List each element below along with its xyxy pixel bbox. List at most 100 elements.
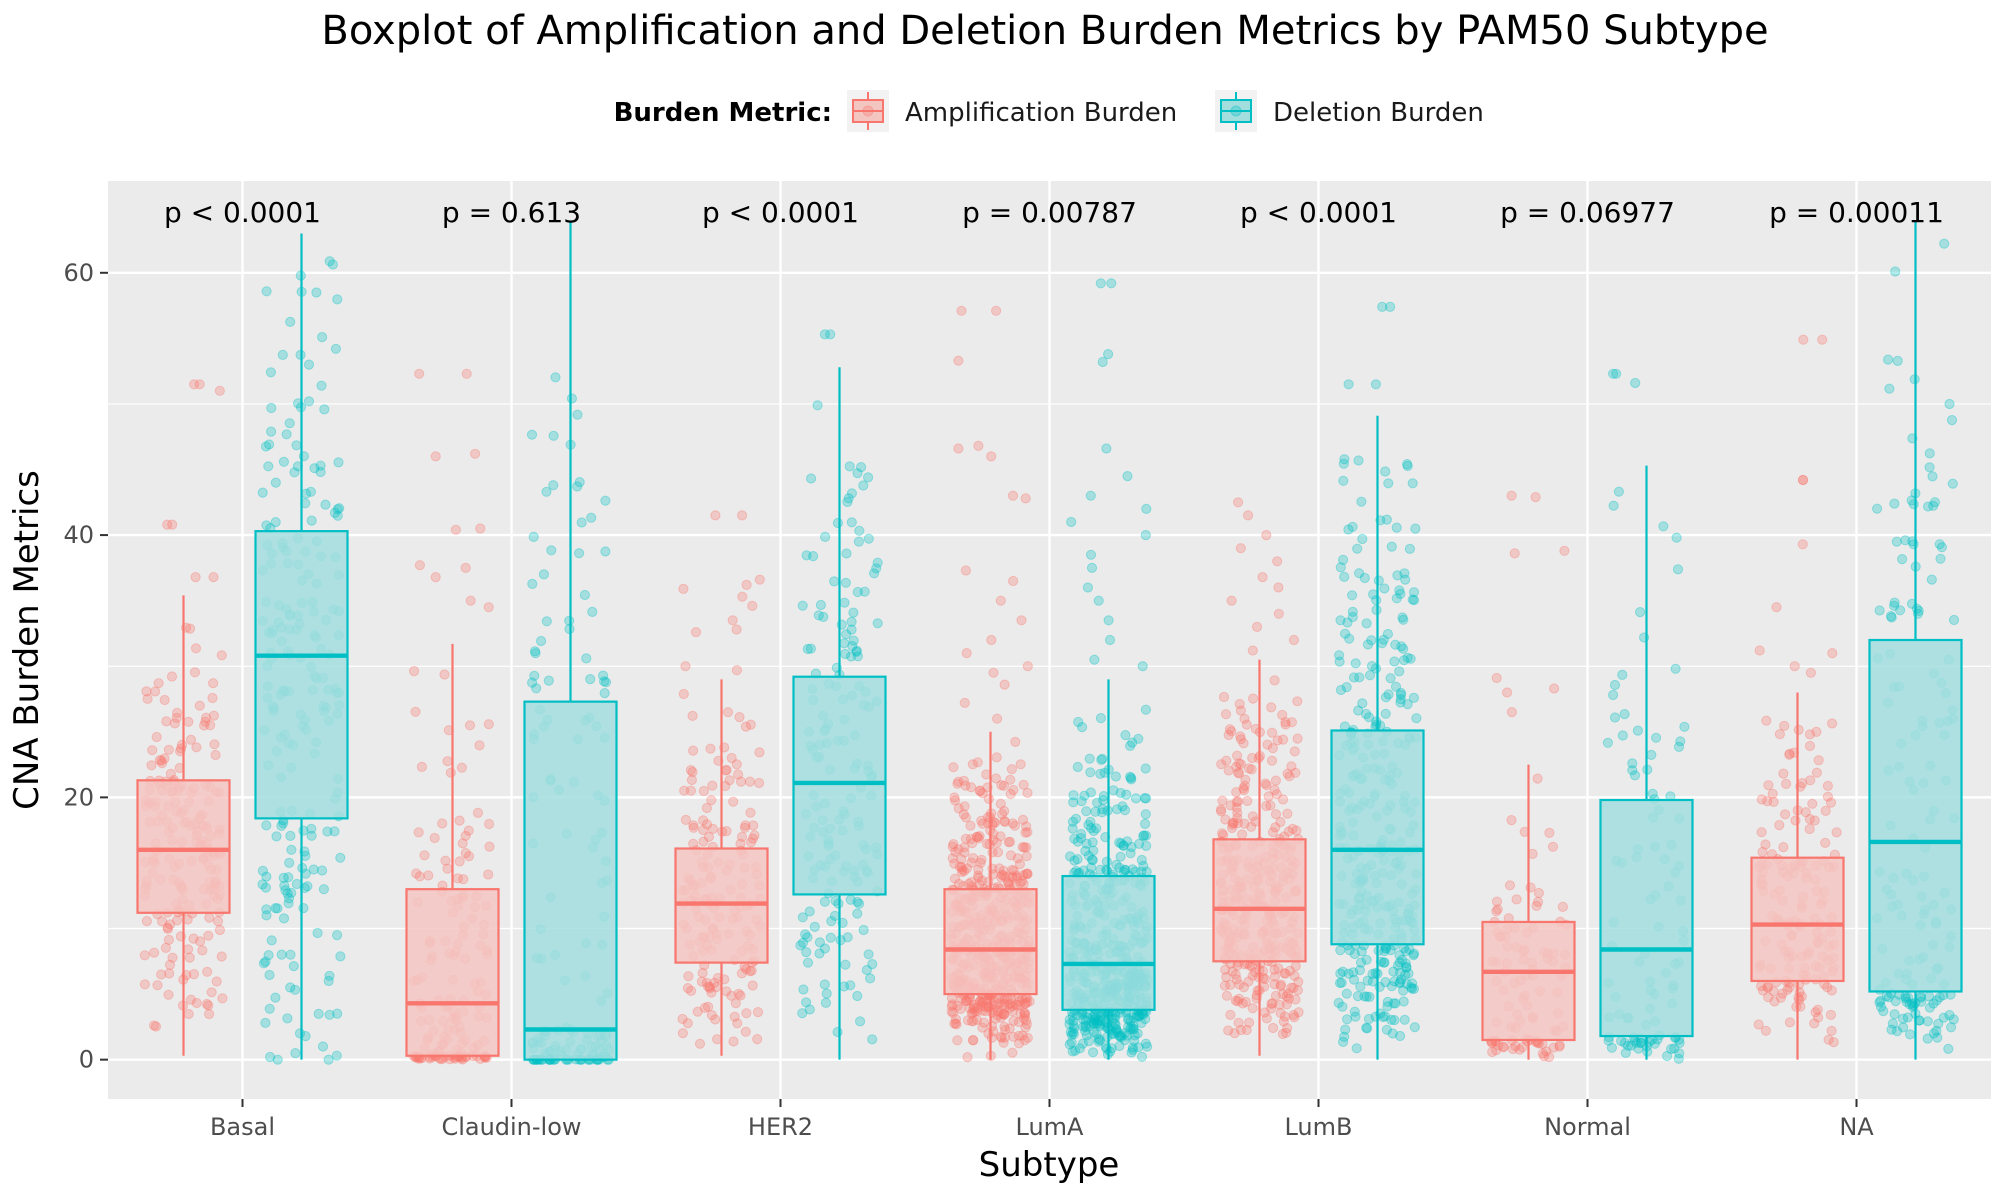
data-point: [1221, 971, 1232, 983]
data-point: [954, 861, 965, 872]
data-point: [1378, 634, 1389, 645]
data-point: [1890, 996, 1901, 1007]
data-point: [1018, 870, 1029, 881]
data-point: [961, 648, 972, 659]
data-point: [1622, 1040, 1634, 1051]
data-point: [861, 964, 873, 976]
data-point: [821, 988, 832, 999]
data-point: [272, 1054, 283, 1065]
data-point: [199, 720, 210, 731]
data-point: [735, 990, 746, 1001]
data-point: [1905, 1029, 1916, 1040]
data-point: [730, 998, 741, 1009]
data-point: [324, 970, 335, 981]
data-point: [409, 666, 420, 677]
data-point: [1215, 804, 1227, 815]
data-point: [992, 713, 1003, 724]
data-point: [1797, 474, 1809, 486]
data-point: [332, 510, 343, 521]
data-point: [324, 256, 335, 267]
data-point: [1081, 838, 1092, 849]
data-point: [216, 650, 227, 661]
data-point: [1886, 612, 1897, 623]
data-point: [216, 951, 227, 962]
data-point: [1008, 575, 1019, 587]
p-value-label: p = 0.06977: [1500, 196, 1675, 229]
data-point: [964, 1003, 975, 1014]
data-point: [1350, 1011, 1361, 1022]
data-point: [854, 898, 865, 909]
data-point: [960, 812, 972, 823]
data-point: [1822, 791, 1834, 802]
data-point: [1290, 767, 1301, 778]
data-point: [736, 968, 748, 979]
data-point: [1122, 836, 1133, 847]
data-point: [804, 906, 815, 917]
data-point: [965, 833, 977, 845]
data-point: [530, 648, 541, 659]
data-point: [819, 943, 831, 954]
data-point: [1087, 1047, 1099, 1058]
data-point: [1381, 514, 1393, 525]
data-point: [1085, 767, 1096, 778]
data-point: [1137, 661, 1148, 672]
data-point: [1122, 471, 1133, 482]
data-point: [1339, 1031, 1350, 1042]
data-point: [197, 945, 208, 956]
data-point: [1289, 746, 1300, 757]
data-point: [1238, 738, 1249, 749]
data-point: [1383, 689, 1394, 700]
data-point: [1889, 600, 1900, 611]
data-point: [1002, 876, 1014, 888]
data-point: [1378, 957, 1389, 968]
data-point: [1272, 735, 1283, 746]
data-point: [812, 400, 823, 411]
data-point: [1257, 572, 1268, 583]
data-point: [257, 879, 268, 890]
data-point: [529, 646, 541, 657]
data-point: [847, 641, 858, 652]
data-point: [1831, 827, 1842, 838]
data-point: [291, 440, 302, 451]
data-point: [484, 841, 495, 852]
data-point: [1812, 1004, 1823, 1015]
data-point: [270, 477, 281, 488]
data-point: [975, 786, 986, 797]
data-point: [1108, 785, 1119, 796]
data-point: [1281, 999, 1293, 1010]
data-point: [996, 869, 1008, 880]
data-point: [973, 872, 984, 883]
data-point: [1118, 840, 1129, 852]
data-point: [852, 990, 863, 1002]
data-point: [1226, 595, 1237, 606]
y-axis: 0 20 40 60: [63, 259, 108, 1074]
data-point: [149, 947, 160, 958]
data-point: [1395, 689, 1407, 701]
data-point: [977, 818, 988, 829]
data-point: [1337, 1001, 1348, 1012]
data-point: [1544, 1051, 1555, 1063]
data-point: [320, 499, 331, 510]
data-point: [280, 885, 291, 896]
data-point: [1902, 1012, 1914, 1023]
data-point: [712, 1034, 723, 1045]
data-point: [706, 1010, 718, 1021]
data-point: [1073, 716, 1084, 728]
data-point: [712, 972, 724, 984]
data-point: [1547, 841, 1559, 852]
data-point: [1232, 812, 1243, 824]
box-iqr: [1061, 874, 1156, 1011]
data-point: [1763, 780, 1774, 791]
data-point: [1267, 998, 1278, 1009]
data-point: [1132, 1012, 1143, 1023]
legend: Burden Metric: Amplification Burden Delet…: [614, 90, 1484, 132]
data-point: [1875, 995, 1886, 1007]
data-point: [1633, 1043, 1644, 1054]
data-point: [265, 1051, 276, 1063]
data-point: [825, 329, 836, 340]
data-point: [1022, 868, 1033, 879]
data-point: [1651, 732, 1662, 743]
data-point: [172, 707, 183, 719]
data-point: [1234, 698, 1245, 710]
data-point: [1875, 1001, 1887, 1013]
